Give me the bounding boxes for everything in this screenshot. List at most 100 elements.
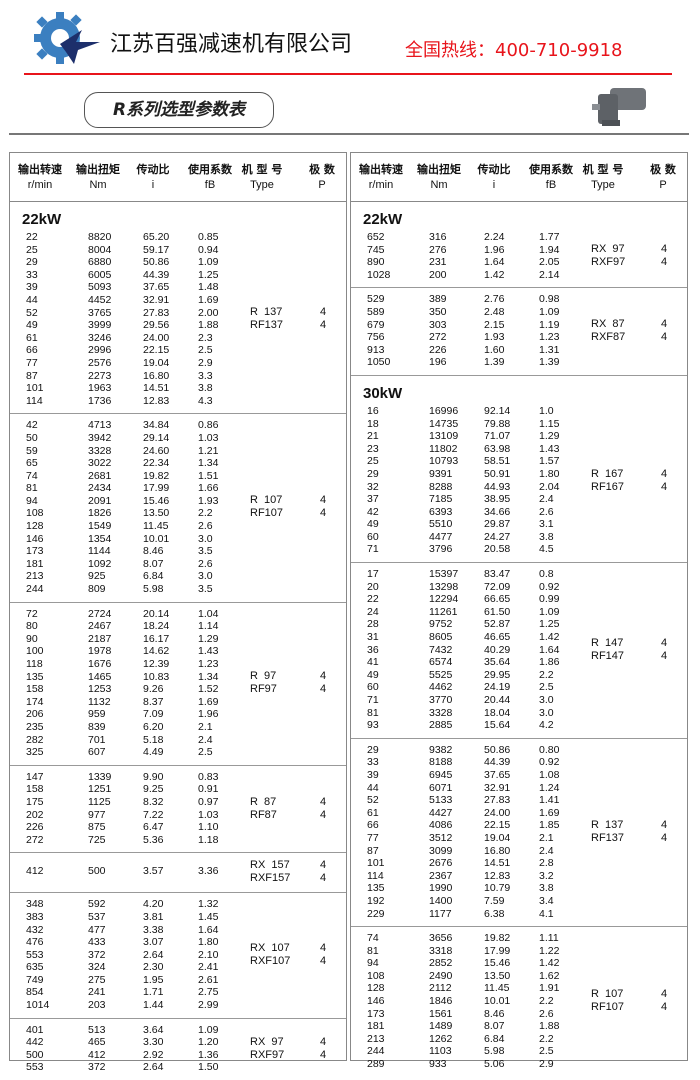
torque-cell: 3656: [429, 932, 453, 945]
torque-cell: 477: [88, 923, 106, 936]
table-row: 108 2490 13.50 1.62: [351, 970, 687, 983]
torque-cell: 1561: [429, 1007, 453, 1020]
ratio-cell: 7.59: [484, 894, 505, 907]
torque-cell: 9391: [429, 467, 453, 480]
table-row: 500 412 2.92 1.36: [10, 1049, 346, 1062]
table-row: 74 2681 19.82 1.51: [10, 470, 346, 483]
service-factor-cell: 1.08: [539, 768, 560, 781]
service-factor-cell: 0.86: [198, 419, 219, 432]
service-factor-cell: 2.6: [198, 520, 213, 533]
table-row: 181 1489 8.07 1.88: [351, 1020, 687, 1033]
pole-count: 4: [661, 818, 668, 831]
torque-cell: 275: [88, 973, 106, 986]
speed-cell: 114: [26, 394, 43, 407]
torque-cell: 2490: [429, 969, 453, 982]
model-type: R 97: [250, 670, 277, 683]
speed-cell: 66: [367, 819, 379, 832]
table-row: 77 3512 19.04 2.1: [351, 832, 687, 845]
speed-cell: 553: [26, 948, 44, 961]
model-type: RF107: [250, 507, 284, 520]
torque-cell: 8288: [429, 480, 453, 493]
service-factor-cell: 1.19: [539, 318, 560, 331]
table-row: 18 14735 79.88 1.15: [351, 418, 687, 431]
model-group: 22kW 652 316 2.24 1.77 745 276 1.96 1.94 890 231 1.…: [351, 202, 687, 289]
table-row: 22 8820 65.20 0.85: [10, 231, 346, 244]
ratio-cell: 32.91: [484, 781, 511, 794]
torque-cell: 5093: [88, 281, 112, 294]
model-type: RXF107: [250, 954, 291, 967]
speed-cell: 383: [26, 910, 44, 923]
speed-cell: 23: [367, 442, 379, 455]
speed-cell: 18: [367, 417, 379, 430]
speed-cell: 29: [367, 467, 379, 480]
column-header-en: fB: [545, 179, 557, 191]
table-row: 33 6005 44.39 1.25: [10, 269, 346, 282]
service-factor-cell: 1.23: [198, 658, 219, 670]
speed-cell: 90: [26, 632, 38, 645]
speed-cell: 49: [367, 518, 379, 531]
service-factor-cell: 1.64: [198, 923, 219, 936]
speed-cell: 756: [367, 331, 385, 344]
torque-cell: 8605: [429, 631, 453, 644]
pole-count: 4: [320, 795, 327, 808]
ratio-cell: 52.87: [484, 618, 511, 631]
service-factor-cell: 3.0: [539, 706, 554, 719]
column-header-zh: 输出转速: [359, 163, 403, 176]
table-row: 61 4427 24.00 1.69: [351, 807, 687, 820]
torque-cell: 2885: [429, 719, 453, 732]
ratio-cell: 17.99: [484, 944, 511, 957]
speed-cell: 22: [26, 231, 38, 243]
model-type: RF107: [591, 1001, 625, 1014]
column-header-en: i: [151, 179, 155, 191]
column-header-zh: 机 型 号: [582, 163, 624, 176]
torque-cell: 725: [88, 833, 106, 846]
page-title: R系列选型参数表: [84, 92, 274, 128]
ratio-cell: 5.98: [143, 583, 164, 596]
speed-cell: 913: [367, 343, 385, 356]
speed-cell: 235: [26, 720, 44, 733]
pole-count: 4: [320, 306, 327, 319]
speed-cell: 31: [367, 631, 379, 644]
torque-cell: 809: [88, 583, 106, 596]
service-factor-cell: 3.4: [539, 894, 554, 907]
torque-cell: 2273: [88, 369, 112, 382]
service-factor-cell: 2.5: [539, 1045, 554, 1058]
ratio-cell: 8.07: [143, 557, 164, 570]
speed-cell: 192: [367, 894, 385, 907]
table-row: 94 2852 15.46 1.42: [351, 957, 687, 970]
service-factor-cell: 2.99: [198, 999, 219, 1012]
torque-cell: 6005: [88, 268, 112, 281]
ratio-cell: 1.93: [484, 331, 505, 344]
torque-cell: 1846: [429, 995, 453, 1008]
model-type: RF97: [250, 683, 277, 696]
table-row: 42 6393 34.66 2.6: [351, 506, 687, 519]
torque-cell: 196: [429, 356, 447, 369]
torque-cell: 1339: [88, 770, 112, 783]
speed-cell: 81: [367, 944, 379, 957]
speed-cell: 93: [367, 719, 379, 732]
torque-cell: 1978: [88, 645, 112, 658]
torque-cell: 13109: [429, 430, 459, 443]
table-row: 41 6574 35.64 1.86: [351, 656, 687, 669]
torque-cell: 16996: [429, 404, 459, 417]
ratio-cell: 3.64: [143, 1023, 164, 1036]
ratio-cell: 24.00: [484, 806, 511, 819]
torque-cell: 2576: [88, 356, 112, 369]
table-row: 108 1826 13.50 2.2: [10, 507, 346, 520]
torque-cell: 8820: [88, 231, 112, 243]
column-header-en: fB: [204, 179, 216, 191]
speed-cell: 1028: [367, 268, 391, 281]
speed-cell: 401: [26, 1023, 44, 1036]
ratio-cell: 2.92: [143, 1048, 164, 1061]
service-factor-cell: 0.92: [539, 580, 560, 593]
table-row: 432 477 3.38 1.64: [10, 924, 346, 937]
ratio-cell: 12.39: [143, 658, 170, 670]
torque-cell: 350: [429, 305, 447, 318]
pole-count: 4: [661, 318, 668, 331]
ratio-cell: 8.32: [143, 795, 164, 808]
table-row: 213 925 6.84 3.0: [10, 570, 346, 583]
power-label: 22kW: [22, 211, 62, 228]
ratio-cell: 16.80: [143, 369, 170, 382]
service-factor-cell: 0.85: [198, 231, 219, 243]
speed-cell: 128: [26, 520, 44, 533]
